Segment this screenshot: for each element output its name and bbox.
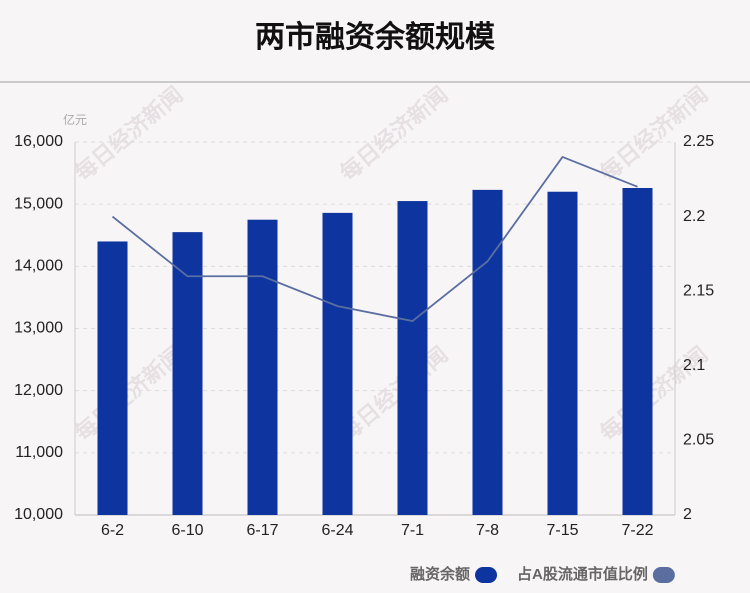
legend-label: 占A股流通市值比例 [517,565,648,583]
y2-tick-label: 2.15 [683,282,714,299]
bar [622,188,653,515]
bar [397,201,428,515]
x-tick-label: 7-1 [401,522,424,539]
bar [472,189,503,515]
bar [322,212,353,515]
y-tick-label: 12,000 [14,382,63,399]
y2-tick-label: 2.05 [683,432,714,449]
line [111,155,638,323]
bar [247,219,278,516]
legend-label: 融资余额 [410,565,470,583]
legend-swatch [652,567,675,583]
x-tick-label: 7-15 [546,522,578,539]
y-tick-label: 13,000 [14,320,63,337]
y-tick-label: 15,000 [14,195,63,212]
x-tick-label: 7-8 [476,522,499,539]
bar [547,191,578,515]
y-tick-label: 11,000 [15,444,63,461]
bar [97,241,128,515]
y-tick-label: 14,000 [14,258,63,275]
x-tick-label: 6-10 [171,522,203,539]
x-tick-label: 6-17 [246,522,278,539]
chart-title: 两市融资余额规模 [255,20,495,54]
bar [172,232,203,515]
y-tick-label: 16,000 [14,133,63,150]
y2-tick-label: 2.2 [683,208,705,225]
legend-swatch [475,567,498,583]
x-tick-label: 6-2 [101,522,124,539]
y-tick-label: 10,000 [14,506,63,523]
y2-tick-label: 2.1 [683,357,705,374]
x-tick-label: 6-24 [321,522,353,539]
x-tick-label: 7-22 [621,522,653,539]
unit-label: 亿元 [63,112,87,127]
y2-tick-label: 2.25 [683,133,714,150]
y2-tick-label: 2 [683,506,692,523]
